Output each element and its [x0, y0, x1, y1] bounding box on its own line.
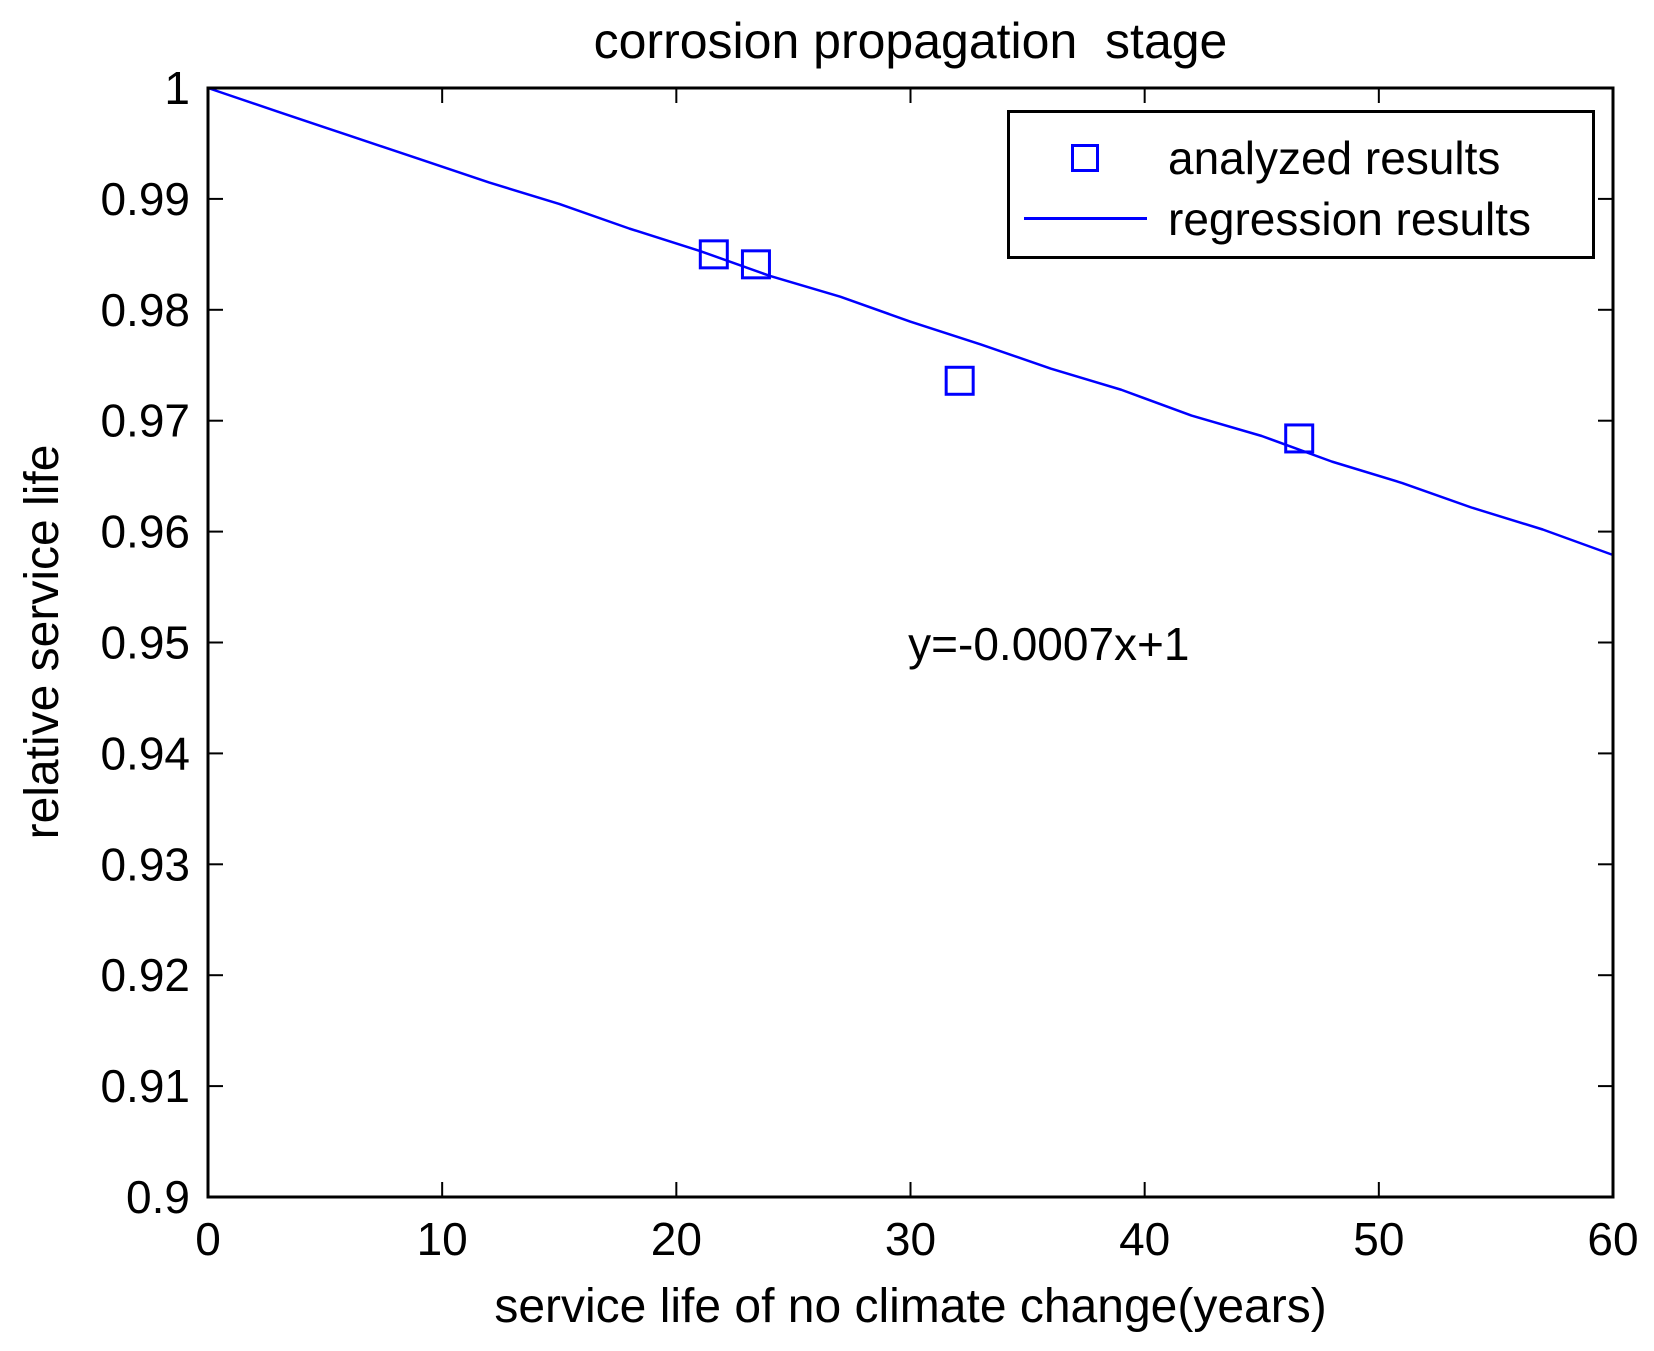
- y-axis-label: relative service life: [16, 444, 69, 840]
- y-tick-label: 0.91: [100, 1060, 190, 1112]
- y-tick-label: 0.98: [100, 284, 190, 336]
- legend-item-regression-results: regression results: [1010, 188, 1592, 249]
- regression-line: [207, 86, 1614, 557]
- x-tick-label: 50: [1353, 1213, 1404, 1265]
- y-tick-label: 0.93: [100, 838, 190, 890]
- x-axis-label: service life of no climate change(years): [494, 1280, 1327, 1333]
- x-tick-label: 60: [1587, 1213, 1638, 1265]
- x-tick-label: 30: [885, 1213, 936, 1265]
- legend-symbol-cell: [1010, 143, 1160, 172]
- y-tick-label: 0.96: [100, 506, 190, 558]
- plot-border: [206, 86, 1615, 1199]
- data-point-marker: [944, 365, 975, 396]
- legend-item-analyzed-results: analyzed results: [1010, 127, 1592, 188]
- legend: analyzed results regression results: [1007, 110, 1595, 259]
- legend-label: analyzed results: [1168, 131, 1501, 184]
- x-tick-label: 10: [417, 1213, 468, 1265]
- x-tick-label: 40: [1119, 1213, 1170, 1265]
- y-tick-label: 0.94: [100, 727, 190, 779]
- open-square-marker-icon: [1071, 143, 1099, 172]
- equation-annotation: y=-0.0007x+1: [908, 617, 1190, 670]
- y-tick-label: 0.92: [100, 949, 190, 1001]
- y-tick-label: 0.97: [100, 395, 190, 447]
- x-tick-label: 20: [651, 1213, 702, 1265]
- y-tick-label: 1: [164, 62, 190, 114]
- legend-symbol-cell: [1010, 217, 1160, 220]
- y-tick-label: 0.99: [100, 173, 190, 225]
- chart-title: corrosion propagation stage: [593, 13, 1228, 69]
- data-point-marker: [698, 239, 729, 270]
- y-tick-label: 0.9: [126, 1171, 190, 1223]
- legend-label: regression results: [1168, 192, 1532, 245]
- data-point-marker: [1284, 423, 1315, 454]
- x-tick-label: 0: [195, 1213, 221, 1265]
- y-tick-label: 0.95: [100, 617, 190, 669]
- line-sample-icon: [1023, 217, 1147, 220]
- data-point-marker: [740, 249, 771, 280]
